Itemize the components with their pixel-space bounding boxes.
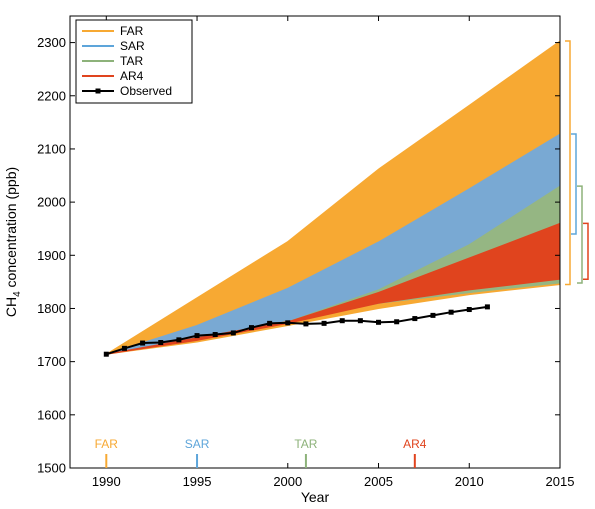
report-label-sar: SAR	[185, 437, 210, 451]
observed-point	[430, 312, 436, 318]
observed-point	[357, 318, 363, 324]
observed-point	[212, 332, 218, 338]
observed-point	[176, 337, 182, 343]
y-axis-title-rest: concentration (ppb)	[3, 167, 19, 292]
y-tick-label: 1900	[37, 248, 66, 263]
x-tick-label: 1995	[183, 474, 212, 489]
observed-point	[466, 307, 472, 313]
legend-label: SAR	[120, 39, 145, 53]
x-axis-title: Year	[301, 489, 330, 505]
y-axis-title-subscript: 4	[12, 291, 23, 297]
observed-point	[140, 340, 146, 346]
range-bracket-tar	[577, 185, 583, 284]
observed-point	[339, 318, 345, 324]
y-axis-title-main: CH	[3, 297, 19, 317]
observed-point	[448, 309, 454, 315]
plot-axes: 1990 1995 2000 2005 2010 2015 1500 1600 1700 1800…	[37, 15, 575, 489]
legend-label: FAR	[120, 24, 144, 38]
observed-point	[321, 320, 327, 326]
observed-point	[303, 321, 309, 327]
y-tick-label: 1800	[37, 301, 66, 316]
y-tick-label: 1700	[37, 354, 66, 369]
legend-label: TAR	[120, 54, 143, 68]
report-label-far: FAR	[95, 437, 119, 451]
observed-point	[412, 316, 418, 322]
report-year-markers: FAR SAR TAR AR4	[95, 437, 427, 468]
plot-frame	[69, 15, 561, 469]
y-tick-label: 2000	[37, 195, 66, 210]
x-tick-label: 1990	[92, 474, 121, 489]
observed-series	[103, 304, 490, 357]
legend-label: AR4	[120, 69, 144, 83]
y-tick-label: 1500	[37, 461, 66, 476]
observed-point	[158, 340, 164, 346]
observed-point	[103, 351, 109, 357]
x-tick-label: 2015	[546, 474, 575, 489]
observed-point	[394, 319, 400, 325]
legend-label: Observed	[120, 84, 172, 98]
observed-point	[484, 304, 490, 310]
observed-point	[267, 320, 273, 326]
y-tick-label: 2200	[37, 88, 66, 103]
observed-point	[248, 325, 254, 331]
legend-marker	[95, 88, 101, 94]
observed-point	[376, 319, 382, 325]
observed-point	[194, 333, 200, 339]
range-brackets-2015	[565, 40, 589, 286]
report-label-tar: TAR	[294, 437, 317, 451]
x-tick-label: 2005	[364, 474, 393, 489]
range-bracket-sar	[571, 133, 577, 235]
observed-point	[121, 345, 127, 351]
range-bracket-far	[565, 40, 571, 286]
y-tick-label: 2300	[37, 35, 66, 50]
x-tick-label: 2010	[455, 474, 484, 489]
y-tick-label: 1600	[37, 407, 66, 422]
y-axis-title: CH4 concentration (ppb)	[3, 167, 23, 317]
range-bracket-ar4	[583, 222, 589, 280]
x-tick-label: 2000	[273, 474, 302, 489]
observed-point	[230, 330, 236, 336]
observed-point	[285, 320, 291, 326]
y-tick-label: 2100	[37, 141, 66, 156]
report-label-ar4: AR4	[403, 437, 427, 451]
observed-line	[105, 305, 488, 356]
